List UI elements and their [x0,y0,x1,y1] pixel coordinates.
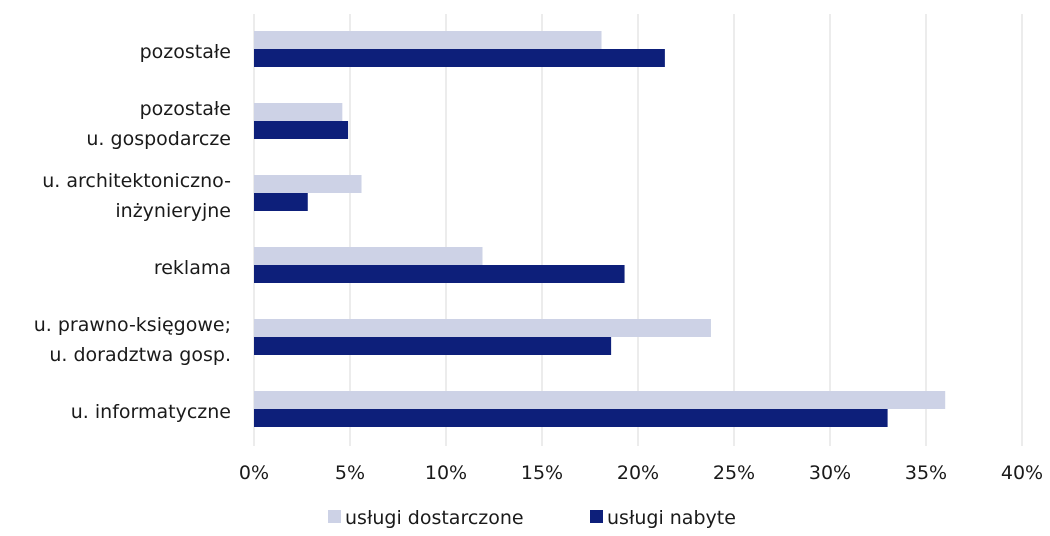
category-label: u. architektoniczno- [42,170,231,192]
x-tick-label: 40% [1001,462,1043,484]
bar-uslugi-dostarczone [254,31,602,49]
x-tick-label: 10% [425,462,467,484]
x-tick-label: 15% [521,462,563,484]
legend-label: usługi dostarczone [345,507,524,529]
bar-uslugi-nabyte [254,49,665,67]
bar-uslugi-dostarczone [254,247,483,265]
category-label: reklama [154,257,231,279]
category-label: u. prawno-księgowe; [34,314,231,336]
bar-uslugi-nabyte [254,193,308,211]
bar-uslugi-dostarczone [254,319,711,337]
category-label: pozostałe [140,98,231,120]
category-label: u. informatyczne [71,401,231,423]
gridlines [253,14,1023,446]
x-tick-labels: 0% 5% 10% 15% 20% 25% 30% 35% 40% [239,462,1043,484]
category-label: u. doradztwa gosp. [49,344,231,366]
bar-uslugi-nabyte [254,337,612,355]
x-tick-label: 30% [809,462,851,484]
bar-uslugi-dostarczone [254,103,343,121]
legend: usługi dostarczone usługi nabyte [328,507,736,529]
category-labels: pozostałe pozostałe u. gospodarcze u. archi… [34,41,231,423]
legend-swatch-uslugi-nabyte [590,510,603,523]
category-label: inżynieryjne [115,200,231,222]
category-label: u. gospodarcze [86,128,231,150]
legend-swatch-uslugi-dostarczone [328,510,341,523]
category-label: pozostałe [140,41,231,63]
bar-uslugi-nabyte [254,265,625,283]
bar-uslugi-dostarczone [254,391,946,409]
x-tick-label: 0% [239,462,269,484]
bar-uslugi-nabyte [254,121,349,139]
x-tick-label: 20% [617,462,659,484]
legend-label: usługi nabyte [607,507,736,529]
x-tick-label: 25% [713,462,755,484]
x-tick-label: 35% [905,462,947,484]
bar-uslugi-nabyte [254,409,888,427]
bars [254,31,946,427]
x-tick-label: 5% [335,462,365,484]
bar-uslugi-dostarczone [254,175,362,193]
